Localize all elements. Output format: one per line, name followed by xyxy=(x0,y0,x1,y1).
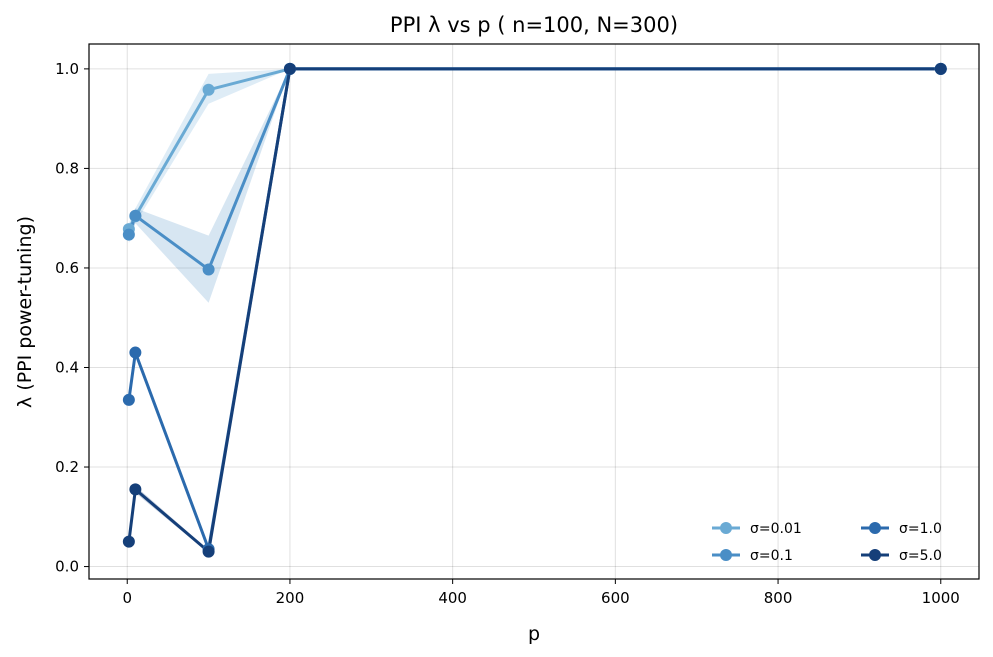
series-3-point xyxy=(934,62,947,75)
series-3-point xyxy=(129,483,142,496)
legend-swatch-marker xyxy=(720,549,732,561)
series-0-line xyxy=(127,67,943,231)
x-tick-label: 1000 xyxy=(922,589,960,607)
y-tick-label: 1.0 xyxy=(55,60,79,78)
legend-item: σ=0.01 xyxy=(712,521,802,537)
series-3-band xyxy=(128,68,941,554)
legend-item: σ=5.0 xyxy=(861,548,942,564)
y-tick-label: 0.0 xyxy=(55,558,79,576)
series-3-point xyxy=(283,62,296,75)
series-1-point xyxy=(122,228,135,241)
legend-label: σ=1.0 xyxy=(899,521,942,537)
x-tick-label: 200 xyxy=(276,589,305,607)
y-tick-label: 0.6 xyxy=(55,259,79,277)
series-1-line xyxy=(127,67,943,271)
legend-item: σ=1.0 xyxy=(861,521,942,537)
series-2-point xyxy=(129,346,142,359)
series-3-line xyxy=(127,67,943,554)
x-tick-label: 0 xyxy=(122,589,132,607)
legend-label: σ=5.0 xyxy=(899,548,942,564)
grid-layer xyxy=(89,44,979,579)
tick-layer: 0 200 400 600 800 1000 0.0 0.2 0.4 0.6 0.8 1.0 xyxy=(55,60,960,607)
series-2-point xyxy=(122,393,135,406)
y-tick-label: 0.4 xyxy=(55,358,79,376)
line-layer xyxy=(127,67,943,554)
legend-swatch-marker xyxy=(869,549,881,561)
y-tick-label: 0.8 xyxy=(55,159,79,177)
y-axis-title: λ (PPI power-tuning) xyxy=(14,216,36,408)
series-3-point xyxy=(122,535,135,548)
x-tick-label: 600 xyxy=(601,589,630,607)
legend-swatch-marker xyxy=(720,522,732,534)
x-axis-title: p xyxy=(528,623,540,645)
point-layer xyxy=(122,62,947,558)
x-tick-label: 800 xyxy=(764,589,793,607)
legend-label: σ=0.01 xyxy=(750,521,802,537)
legend-swatch-marker xyxy=(869,522,881,534)
y-tick-label: 0.2 xyxy=(55,458,79,476)
x-tick-label: 400 xyxy=(438,589,467,607)
band-layer xyxy=(128,68,941,554)
series-1-point xyxy=(129,209,142,222)
chart-title: PPI λ vs p ( n=100, N=300) xyxy=(390,13,678,37)
series-1-point xyxy=(202,263,215,276)
plot-frame xyxy=(88,43,980,580)
legend: σ=0.01 σ=0.1 σ=1.0 σ=5.0 xyxy=(712,521,942,564)
series-1-band xyxy=(128,68,941,303)
series-0-point xyxy=(202,83,215,96)
series-3-point xyxy=(202,545,215,558)
legend-label: σ=0.1 xyxy=(750,548,793,564)
legend-item: σ=0.1 xyxy=(712,548,793,564)
